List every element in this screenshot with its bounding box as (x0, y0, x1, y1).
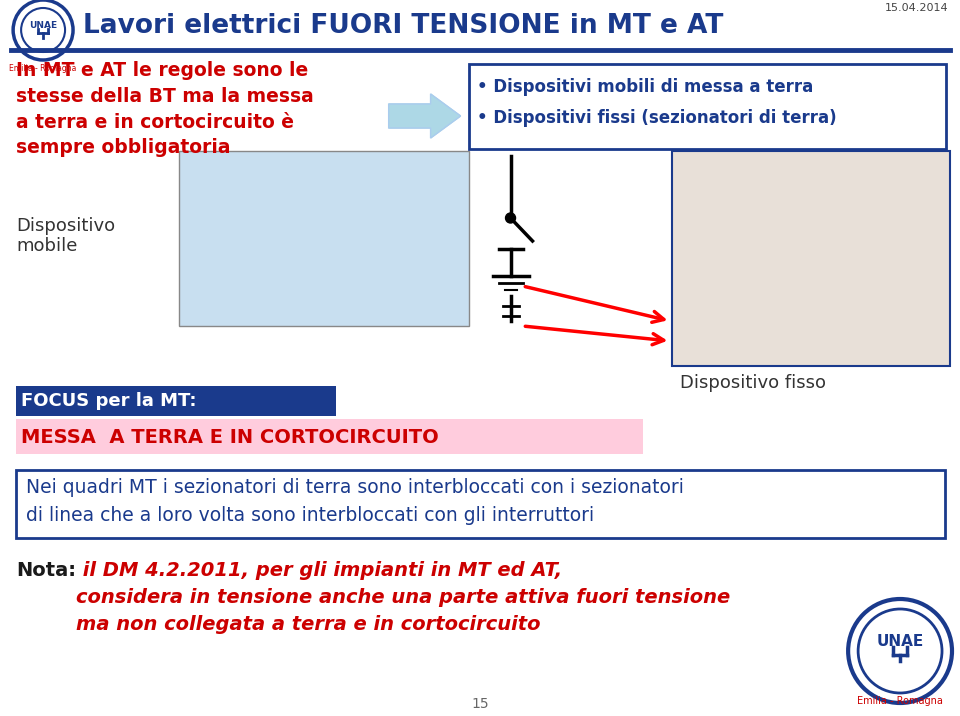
Text: Nota:: Nota: (16, 561, 76, 580)
Text: Emilia - Romagna: Emilia - Romagna (857, 696, 943, 706)
Text: UNAE: UNAE (29, 21, 58, 29)
Text: Emilia - Romagna: Emilia - Romagna (10, 64, 77, 73)
FancyBboxPatch shape (16, 419, 643, 454)
FancyBboxPatch shape (16, 470, 945, 538)
Text: MESSA  A TERRA E IN CORTOCIRCUITO: MESSA A TERRA E IN CORTOCIRCUITO (21, 427, 439, 447)
Circle shape (506, 213, 516, 223)
Text: Nei quadri MT i sezionatori di terra sono interbloccati con i sezionatori
di lin: Nei quadri MT i sezionatori di terra son… (26, 478, 684, 525)
FancyBboxPatch shape (16, 386, 336, 416)
Text: il DM 4.2.2011, per gli impianti in MT ed AT,
considera in tensione anche una pa: il DM 4.2.2011, per gli impianti in MT e… (76, 561, 731, 634)
FancyBboxPatch shape (672, 151, 950, 366)
Text: Dispositivo
mobile: Dispositivo mobile (16, 217, 115, 256)
Text: FOCUS per la MT:: FOCUS per la MT: (21, 392, 197, 410)
Text: Lavori elettrici FUORI TENSIONE in MT e AT: Lavori elettrici FUORI TENSIONE in MT e … (84, 13, 724, 39)
Text: • Dispositivi fissi (sezionatori di terra): • Dispositivi fissi (sezionatori di terr… (476, 109, 836, 127)
FancyBboxPatch shape (468, 64, 946, 149)
Text: 15.04.2014: 15.04.2014 (884, 3, 948, 13)
Text: 15: 15 (471, 697, 490, 711)
Text: • Dispositivi mobili di messa a terra: • Dispositivi mobili di messa a terra (476, 78, 813, 96)
Text: Dispositivo fisso: Dispositivo fisso (681, 374, 827, 392)
FancyBboxPatch shape (179, 151, 468, 326)
Polygon shape (389, 94, 461, 138)
Text: In MT e AT le regole sono le
stesse della BT ma la messa
a terra e in cortocircu: In MT e AT le regole sono le stesse dell… (16, 61, 314, 158)
Text: UNAE: UNAE (876, 634, 924, 649)
